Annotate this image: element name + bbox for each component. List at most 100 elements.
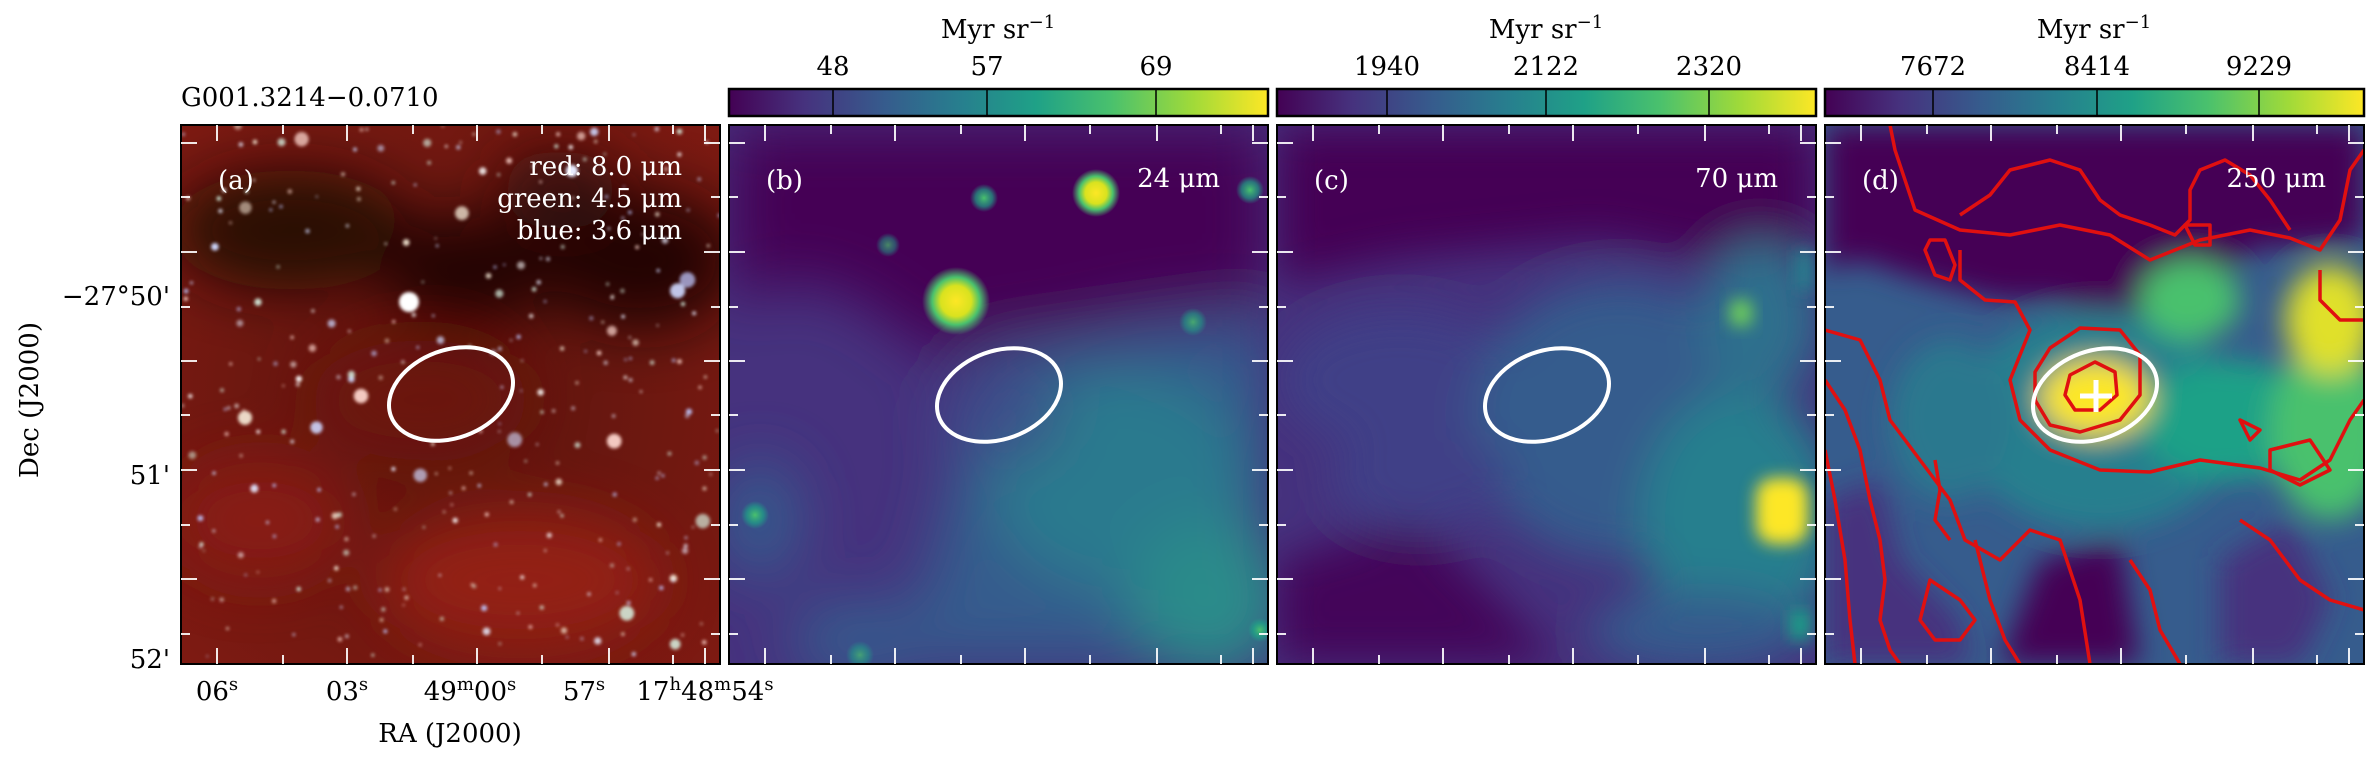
star <box>547 193 551 197</box>
star <box>661 474 665 478</box>
star <box>347 370 356 379</box>
star <box>305 228 310 234</box>
star <box>611 414 616 418</box>
star <box>282 384 285 388</box>
star <box>378 588 382 592</box>
colorbar-b-tick-2: 57 <box>970 52 1003 82</box>
star <box>431 314 435 318</box>
star <box>524 459 527 463</box>
colorbar-b-gradient <box>727 87 1270 118</box>
star <box>229 362 233 366</box>
star <box>536 280 541 285</box>
star <box>334 566 339 571</box>
star <box>503 263 506 266</box>
star <box>459 141 462 144</box>
star <box>626 567 630 571</box>
star <box>691 526 695 529</box>
star <box>222 188 227 193</box>
star <box>659 585 664 591</box>
star <box>427 160 431 165</box>
star <box>237 410 253 425</box>
star <box>295 382 300 387</box>
star <box>391 466 396 472</box>
star <box>212 529 216 533</box>
star <box>661 237 669 244</box>
star <box>296 586 301 592</box>
star <box>384 587 390 592</box>
star <box>677 152 682 157</box>
star <box>422 526 426 529</box>
dec-tick-51: 51' <box>130 461 170 491</box>
star <box>496 129 501 134</box>
colorbar-b-tick-1: 48 <box>816 52 849 82</box>
star <box>315 195 318 198</box>
star <box>335 524 339 529</box>
star <box>233 125 242 130</box>
star <box>555 461 560 465</box>
star <box>353 147 357 152</box>
star <box>560 514 564 518</box>
star <box>188 394 193 399</box>
star <box>383 629 388 634</box>
star <box>669 574 678 583</box>
star <box>528 492 532 497</box>
star <box>224 432 229 436</box>
star <box>700 622 703 626</box>
star <box>402 603 405 607</box>
star <box>546 257 550 261</box>
star <box>183 296 188 301</box>
star <box>206 655 209 658</box>
star <box>331 512 339 520</box>
star <box>337 637 343 642</box>
star <box>353 388 369 404</box>
star <box>560 627 568 634</box>
star <box>626 600 631 605</box>
star <box>197 515 204 522</box>
star <box>698 385 702 390</box>
star <box>631 652 636 657</box>
star <box>655 212 660 217</box>
star <box>621 314 625 319</box>
star <box>183 288 189 294</box>
star <box>692 311 696 316</box>
star <box>345 586 351 592</box>
star <box>431 442 435 446</box>
panel-c-band: 70 μm <box>1695 164 1778 194</box>
star <box>272 200 276 204</box>
star <box>345 634 349 638</box>
star <box>632 517 637 522</box>
panel-a-label: (a) <box>218 166 254 196</box>
star <box>685 408 693 415</box>
star <box>539 257 543 260</box>
star <box>353 585 358 590</box>
star <box>684 413 690 419</box>
colorbar-d-gradient <box>1823 87 2366 118</box>
panel-d-ticks <box>1825 125 2364 664</box>
star <box>413 468 428 483</box>
star <box>461 486 466 490</box>
star <box>237 552 244 559</box>
star <box>392 320 396 324</box>
star <box>265 520 270 524</box>
star <box>560 245 565 249</box>
star <box>339 605 343 609</box>
colorbar-b-unit: Myr sr−1 <box>941 12 1055 45</box>
star <box>528 313 534 319</box>
y-axis-label: Dec (J2000) <box>15 322 45 478</box>
star <box>610 563 614 568</box>
dec-tick-52: 52' <box>130 645 170 675</box>
star <box>220 388 224 393</box>
star <box>290 361 297 368</box>
star <box>244 573 248 577</box>
star <box>557 510 561 514</box>
star <box>544 549 547 552</box>
star <box>454 206 469 221</box>
star <box>341 172 345 177</box>
star <box>472 132 476 136</box>
star <box>497 173 501 177</box>
star <box>612 492 617 497</box>
legend-blue: blue: 3.6 μm <box>517 216 682 246</box>
star <box>629 357 632 360</box>
star <box>516 611 520 615</box>
